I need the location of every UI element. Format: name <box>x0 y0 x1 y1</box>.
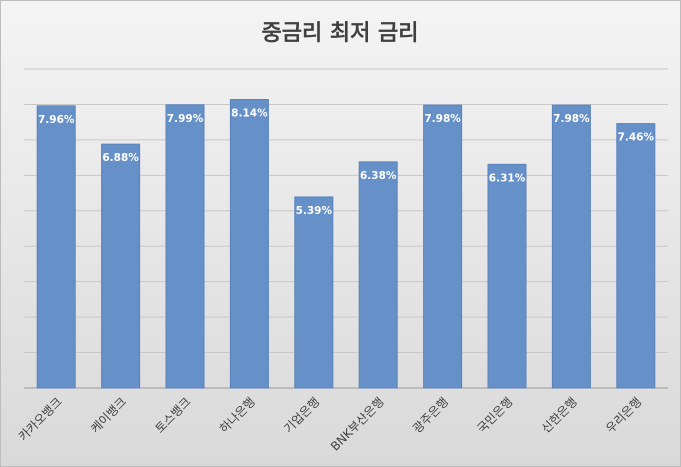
data-label: 8.14% <box>231 107 268 119</box>
data-label: 5.39% <box>296 205 333 217</box>
bar <box>551 104 591 389</box>
bar <box>487 163 527 389</box>
bar <box>36 105 76 389</box>
data-label: 7.96% <box>38 114 75 126</box>
bar <box>294 196 334 389</box>
bar <box>423 104 463 389</box>
bar <box>165 104 205 389</box>
data-label: 6.31% <box>489 172 526 184</box>
bar <box>229 98 269 389</box>
bar <box>616 123 656 389</box>
bar <box>358 161 398 389</box>
data-label: 7.46% <box>618 132 655 144</box>
data-label: 6.38% <box>360 170 397 182</box>
data-label: 7.99% <box>167 113 204 125</box>
bar <box>101 143 141 389</box>
plot-area: 카카오뱅크7.96%케이뱅크6.88%토스뱅크7.99%하나은행8.14%기업은… <box>16 68 668 454</box>
chart-title: 중금리 최저 금리 <box>262 21 419 46</box>
data-label: 7.98% <box>424 113 461 125</box>
data-label: 7.98% <box>553 113 590 125</box>
data-label: 6.88% <box>102 152 139 164</box>
